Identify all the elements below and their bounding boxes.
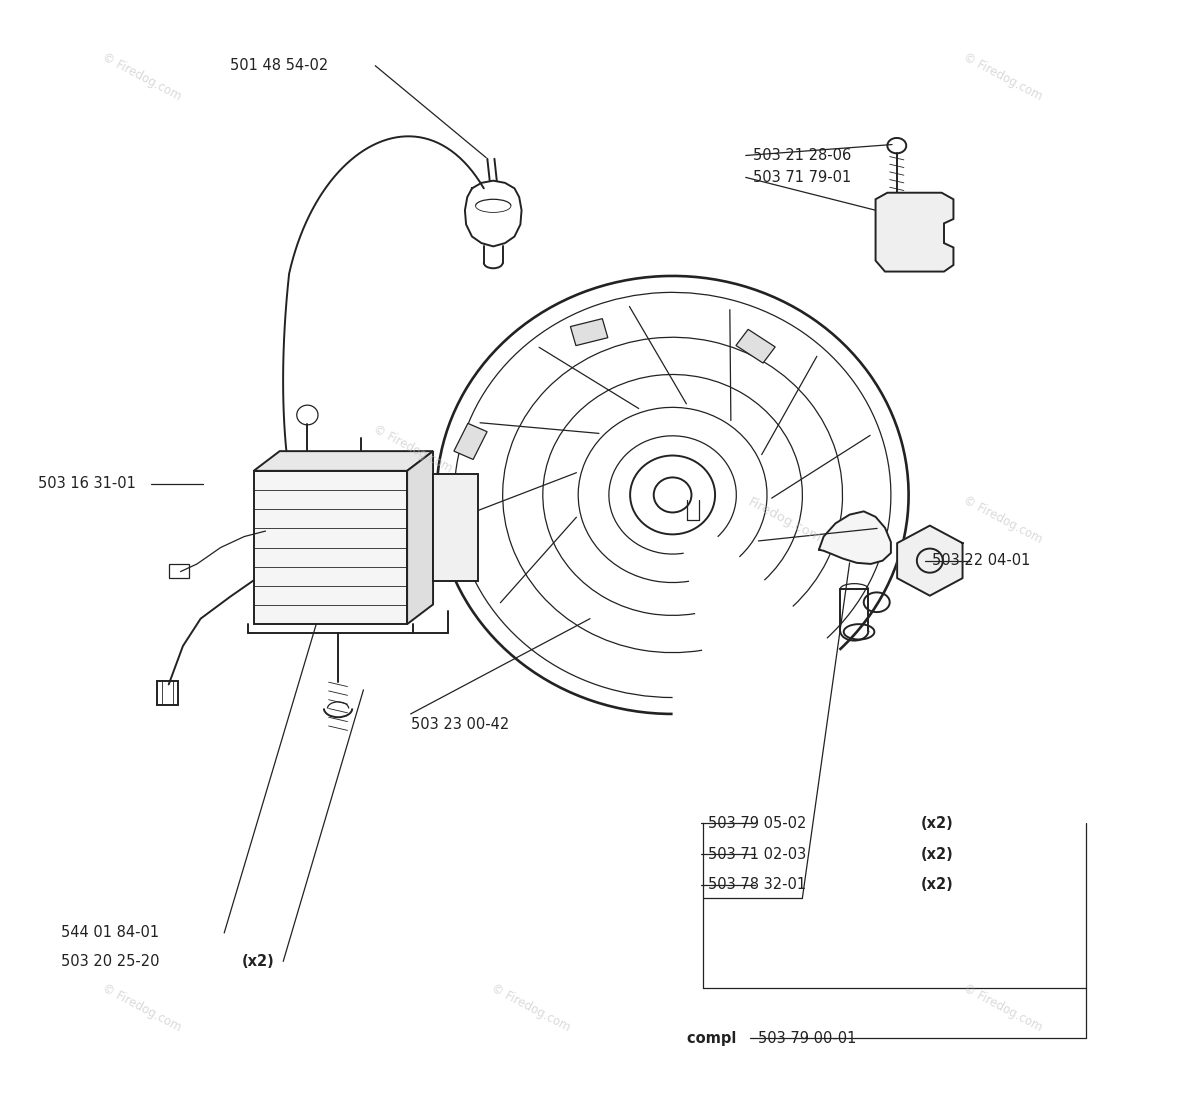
Bar [736,330,775,364]
Text: 503 71 79-01: 503 71 79-01 [753,170,851,185]
Polygon shape [254,451,433,471]
Polygon shape [897,526,963,596]
Text: © Firedog.com: © Firedog.com [100,50,183,103]
Text: compl: compl [687,1030,741,1046]
Bar [454,424,487,460]
Polygon shape [876,193,953,272]
Text: (x2): (x2) [920,877,953,892]
Text: © Firedog.com: © Firedog.com [962,494,1044,546]
Polygon shape [819,511,891,564]
Text: © Firedog.com: © Firedog.com [490,981,572,1034]
Text: © Firedog.com: © Firedog.com [100,981,183,1034]
Text: 503 79 00-01: 503 79 00-01 [758,1030,856,1046]
Polygon shape [254,471,407,624]
Text: 503 22 04-01: 503 22 04-01 [932,553,1030,568]
Text: Firedog.com: Firedog.com [746,495,824,545]
Text: 501 48 54-02: 501 48 54-02 [230,58,328,73]
Text: 503 71 02-03: 503 71 02-03 [708,846,811,862]
Text: 503 79 05-02: 503 79 05-02 [708,816,811,831]
Text: © Firedog.com: © Firedog.com [962,50,1044,103]
Text: 503 23 00-42: 503 23 00-42 [411,717,509,733]
Polygon shape [407,451,433,624]
Text: 503 78 32-01: 503 78 32-01 [708,877,811,892]
Text: © Firedog.com: © Firedog.com [962,981,1044,1034]
Text: 544 01 84-01: 544 01 84-01 [61,925,159,941]
Text: 503 21 28-06: 503 21 28-06 [753,148,851,163]
Text: © Firedog.com: © Firedog.com [372,423,454,475]
Text: 503 16 31-01: 503 16 31-01 [38,476,136,492]
Bar [433,474,478,581]
Text: (x2): (x2) [920,816,953,831]
Text: (x2): (x2) [242,954,275,969]
Text: (x2): (x2) [920,846,953,862]
Bar [570,319,608,346]
Text: 503 20 25-20: 503 20 25-20 [61,954,164,969]
